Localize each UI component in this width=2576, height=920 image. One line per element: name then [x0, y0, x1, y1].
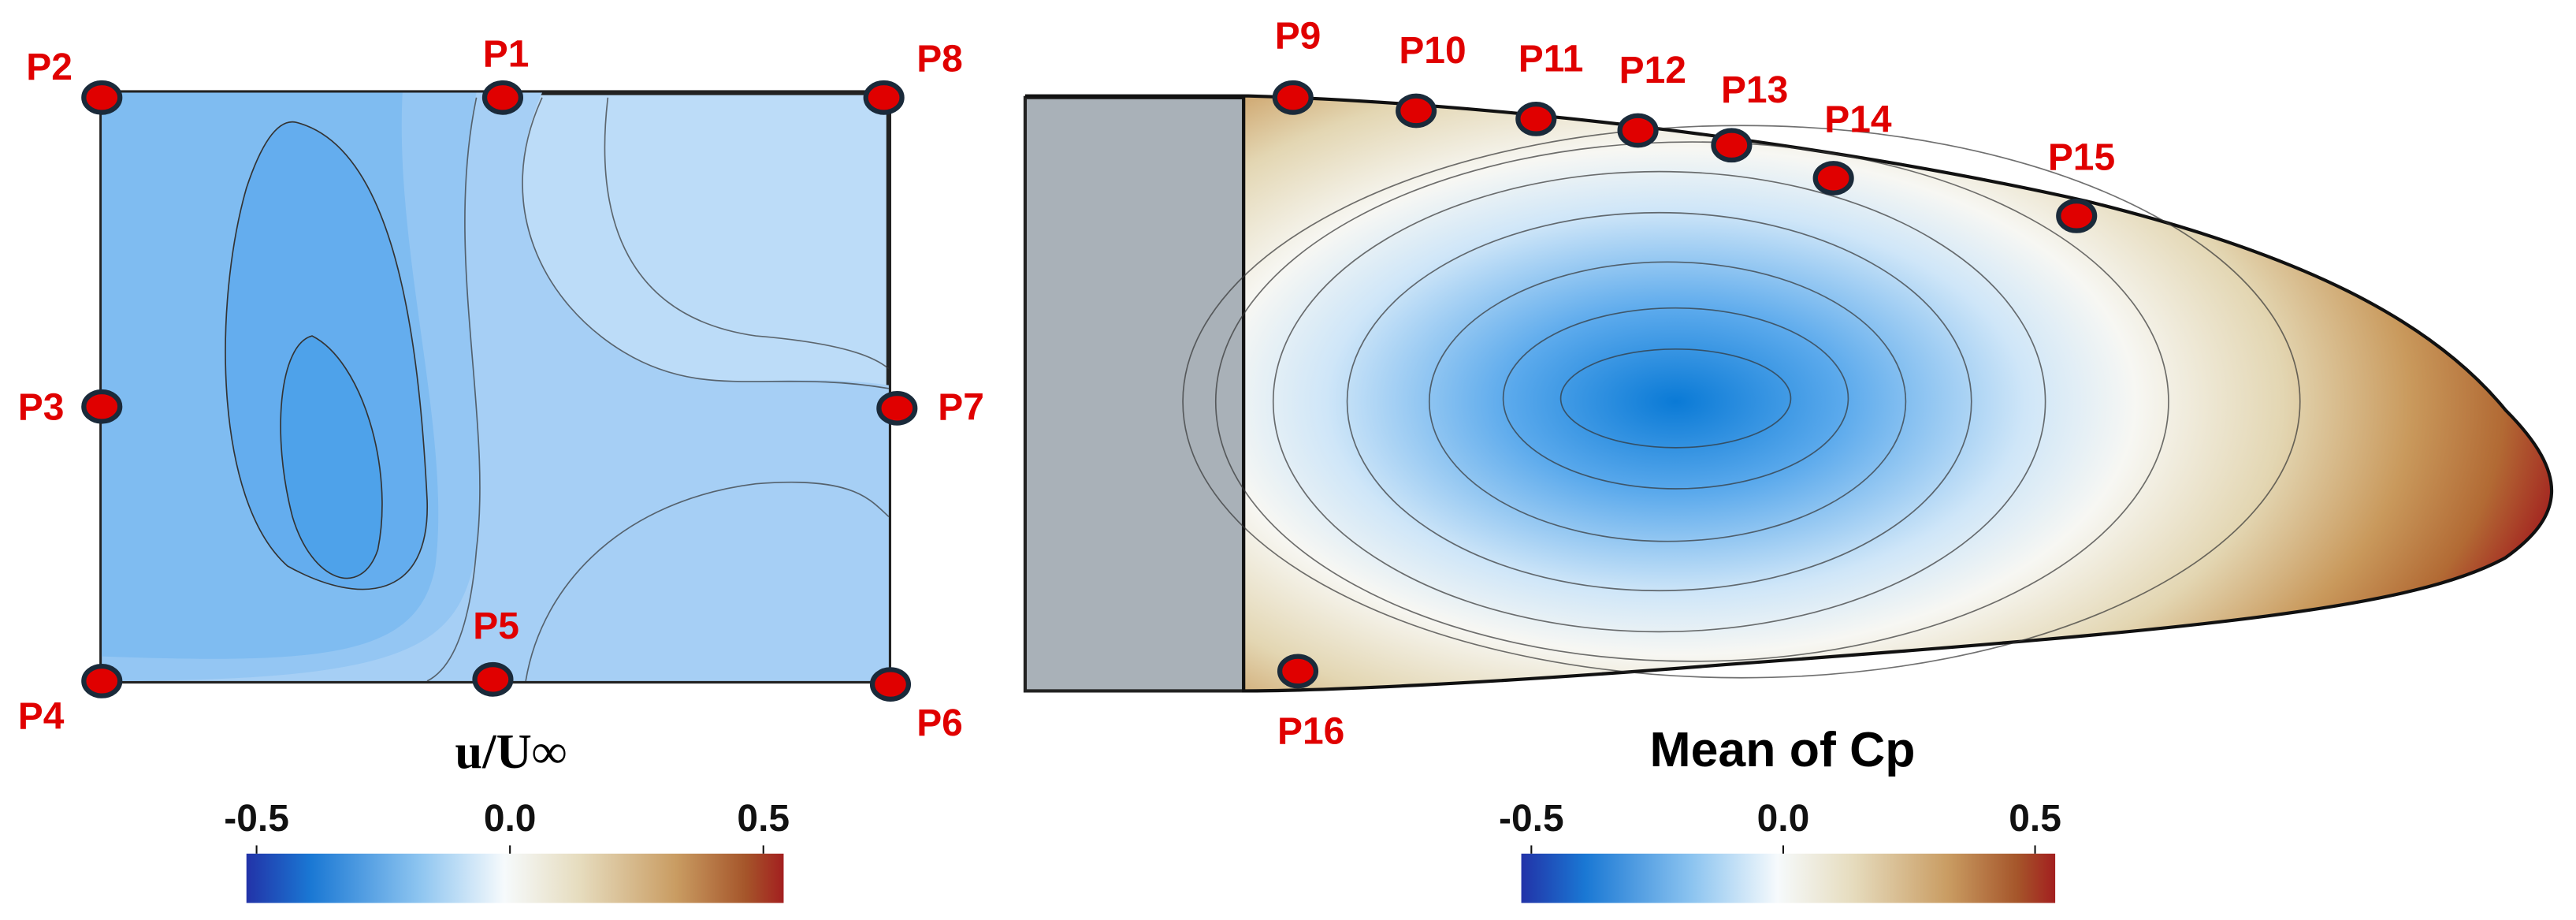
contour-line: [604, 97, 890, 370]
contour-line: [522, 97, 890, 389]
colorbar-tick-label: 0.5: [737, 798, 790, 840]
colorbar-tick-label: 0.0: [1757, 798, 1810, 840]
probe-label: P8: [916, 39, 963, 80]
right-contour-panel: [1023, 94, 2554, 693]
colorbar-tick-label: 0.5: [2009, 798, 2061, 840]
probe-label: P14: [1824, 99, 1892, 141]
contour-line: [1428, 261, 1907, 542]
probe-label: P13: [1721, 69, 1788, 111]
colorbar-tick-label: -0.5: [1499, 798, 1564, 840]
probe-point: [1812, 161, 1854, 196]
probe-point: [81, 389, 123, 424]
probe-point: [863, 80, 905, 115]
probe-label: P12: [1619, 50, 1686, 91]
contour-line: [1182, 125, 2301, 679]
contour-line: [1214, 141, 2169, 662]
probe-point: [1396, 93, 1437, 129]
probe-label: P10: [1399, 30, 1466, 72]
probe-point: [1515, 102, 1557, 136]
probe-point: [1617, 113, 1659, 148]
probe-label: P9: [1275, 15, 1321, 57]
probe-point: [1272, 80, 1314, 115]
body-block: [1023, 95, 1246, 693]
contour-line: [1272, 170, 2046, 633]
contour-line: [1559, 348, 1792, 449]
contour-region: [280, 335, 383, 579]
probe-label: P4: [18, 696, 65, 738]
probe-point: [81, 664, 123, 698]
probe-point: [81, 80, 123, 115]
probe-point: [869, 667, 912, 702]
probe-label: P6: [916, 702, 963, 744]
contour-line: [1346, 211, 1972, 592]
colorbar-tick-label: -0.5: [224, 798, 289, 840]
probe-point: [2056, 199, 2098, 233]
probe-label: P7: [938, 387, 984, 429]
probe-point: [481, 80, 524, 115]
probe-point: [1711, 128, 1753, 163]
probe-label: P2: [26, 47, 72, 88]
probe-point: [1277, 654, 1319, 689]
contour-line: [1502, 307, 1849, 490]
probe-label: P1: [483, 33, 530, 75]
colorbar-tick-label: 0.0: [484, 798, 537, 840]
left-contour-panel: [99, 90, 892, 684]
probe-label: P3: [18, 387, 65, 429]
contour-line: [426, 97, 481, 682]
probe-point: [876, 390, 918, 426]
colorbar: [1521, 853, 2056, 903]
colorbar-title: Mean of Cp: [1650, 722, 1916, 777]
colorbar-title: u/U∞: [455, 724, 567, 779]
probe-label: P11: [1518, 39, 1584, 80]
probe-point: [472, 661, 514, 697]
probe-label: P5: [473, 605, 519, 647]
contour-line: [525, 481, 890, 682]
probe-label: P16: [1277, 710, 1344, 752]
probe-label: P15: [2048, 137, 2115, 179]
colorbar: [246, 853, 784, 903]
